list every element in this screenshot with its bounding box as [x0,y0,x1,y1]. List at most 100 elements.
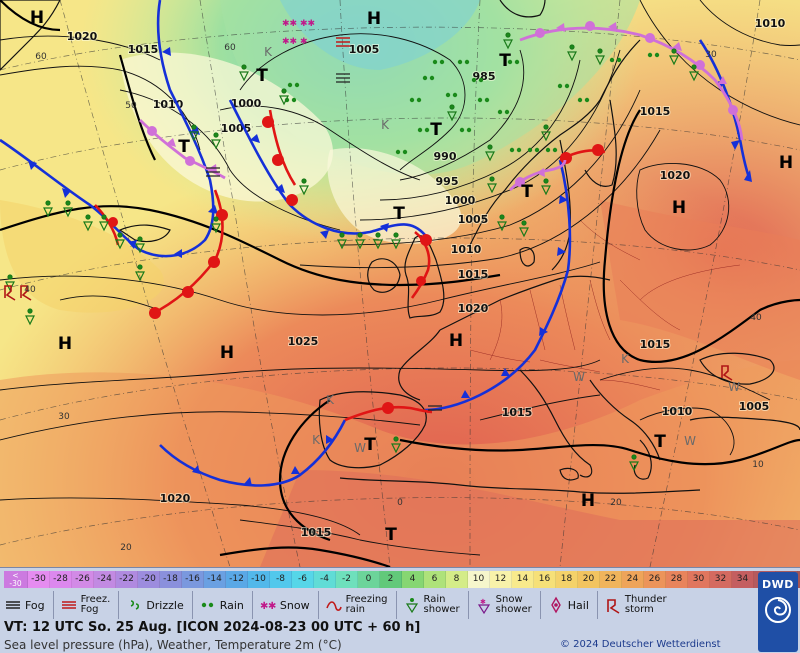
isobar-label: 1015 [640,338,671,351]
high-pressure-center: H [58,334,72,354]
isobar-label: 1000 [231,97,262,110]
temperature-scale-cell: 0 [358,571,380,588]
low-pressure-center: T [521,182,533,202]
svg-text:✱: ✱ [260,601,268,612]
cold-front-atlantic-west [0,0,215,258]
legend-item-label: Snow shower [496,595,532,615]
temperature-scale: < -30 -30 -28 -26 -24 -22 -20 -18 -16 -14 -12 -10-… [4,571,800,588]
legend-item-hail: Hail [547,591,598,619]
legend-item-drizzle: Drizzle [125,591,193,619]
temperature-scale-cell: 22 [600,571,622,588]
temperature-scale-cell: -6 [292,571,314,588]
dwd-swirl-icon [765,597,791,623]
isobar-label: 1000 [445,194,476,207]
temperature-scale-cell: 32 [710,571,732,588]
legend-item-label-line2: Fog [80,604,99,615]
cold-center-label: K [312,433,321,447]
cold-center-label: K [381,118,390,132]
legend-item-rain: Rain [199,591,253,619]
cold-center-label: K [264,45,273,59]
low-pressure-center: T [430,120,442,140]
high-pressure-center: H [449,331,463,351]
isobar-label: 1015 [128,43,159,56]
high-pressure-center: H [220,343,234,363]
low-pressure-center: T [393,204,405,224]
isobar-label: 1015 [502,406,533,419]
temperature-label: 60 [35,52,47,62]
temperature-label: 40 [750,313,762,323]
rain-shower-symbols [5,32,699,472]
legend-item-label-line1: Freez. [80,594,111,605]
temperature-scale-cell: -8 [270,571,292,588]
cold-front-europe [424,159,572,412]
temperature-scale-cell: -24 [94,571,116,588]
high-pressure-center: H [581,491,595,511]
isobar-label: 1005 [458,213,489,226]
weather-symbol-legend: Fog Freez. Fog Drizzle Rain ✱ ✱ Snow Freezing rai… [4,591,756,619]
warm-front-iberia [344,405,433,422]
legend-item-freezing-fog: Freez. Fog [60,591,120,619]
thunderstorm-icon [607,599,620,614]
svg-text:✱✱ ✱: ✱✱ ✱ [282,37,307,47]
coast-finland [584,99,617,187]
low-pressure-center: T [256,66,268,86]
temperature-scale-cell: -20 [138,571,160,588]
dwd-logo[interactable]: DWD [758,572,798,652]
valid-time: VT: 12 UTC So. 25 Aug. [ICON 2024-08-23 … [4,620,421,635]
high-pressure-center: H [30,8,44,28]
warm-center-label: W [684,434,696,448]
svg-text:✱: ✱ [268,601,276,612]
isobar-labels: 1020101510101005100010059859909951000100… [66,16,787,540]
temperature-label: 30 [705,50,717,60]
coast-france-west [398,329,441,401]
temperature-scale-cell: 26 [644,571,666,588]
coast-greenland [0,0,61,71]
freezing-rain-icon [325,601,342,611]
cold-front-north-sea [228,99,426,236]
temperature-label: 20 [120,543,132,553]
warm-center-label: W [728,380,740,394]
weak-pressure-labels: K K K K K W W W W [264,45,740,455]
temperature-label: 30 [58,412,70,422]
copyright-text[interactable]: © 2024 Deutscher Wetterdienst [560,639,721,650]
low-pressure-center: T [385,525,397,545]
temperature-scale-cell: -12 [226,571,248,588]
isobar-label: 985 [473,70,496,83]
legend-item-label: Freez. Fog [81,595,111,615]
low-pressure-center: T [364,435,376,455]
temperature-scale-cell: -14 [204,571,226,588]
coast-sicily [559,467,579,481]
coast-black-sea [699,352,775,385]
legend-item-label: Freezing rain [346,595,388,615]
drizzle-icon [130,600,140,610]
svg-text:✱✱ ✱✱: ✱✱ ✱✱ [282,19,315,29]
legend-item-label: Fog [25,598,45,612]
high-pressure-center: H [779,153,793,173]
legend-item-snow: ✱ ✱ Snow [259,591,319,619]
isobar-label: 1015 [640,105,671,118]
svg-text:✱: ✱ [480,598,486,606]
country-borders [469,219,741,391]
temperature-scale-cell: -2 [336,571,358,588]
isobar-label: 1025 [288,335,319,348]
isobar-label: 1015 [301,526,332,539]
isobar-label: 1005 [349,43,380,56]
temperature-label: 20 [610,498,622,508]
temperature-labels: 60 60 50 40 40 30 30 20 20 0 10 [24,43,764,553]
rain-icon [201,602,213,608]
coast-iceland [118,224,171,243]
temperature-scale-cell: 20 [578,571,600,588]
temperature-scale-cell: -30 [28,571,50,588]
temperature-label: 40 [24,285,36,295]
temperature-label: 50 [125,101,137,111]
low-pressure-center: T [654,432,666,452]
temperature-scale-cell: 4 [402,571,424,588]
temperature-scale-cell: -28 [50,571,72,588]
freezing-fog-symbols [336,37,350,47]
map-description: Sea level pressure (hPa), Weather, Tempe… [4,638,342,652]
snow-symbols: ✱✱ ✱✱ ✱✱ ✱ [282,19,315,47]
isobar-label: 1020 [160,492,191,505]
legend-item-label-line2: shower [423,604,460,615]
temperature-scale-cell: 30 [688,571,710,588]
graticule [0,0,800,567]
